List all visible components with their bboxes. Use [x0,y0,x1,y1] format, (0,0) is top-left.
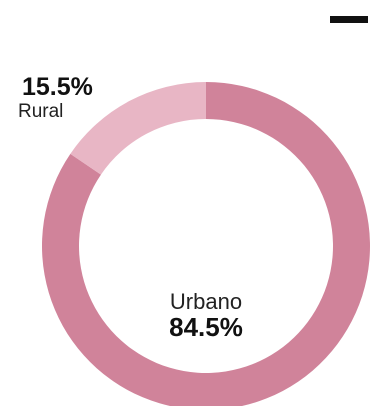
urbano-percent-label: 84.5% [169,312,243,342]
header-bar [330,16,368,23]
rural-percent-label: 15.5% [22,73,93,101]
slice-rural [70,82,206,175]
donut-slices [42,82,370,406]
urbano-category-label: Urbano [170,289,242,314]
rural-category-label: Rural [18,101,63,122]
